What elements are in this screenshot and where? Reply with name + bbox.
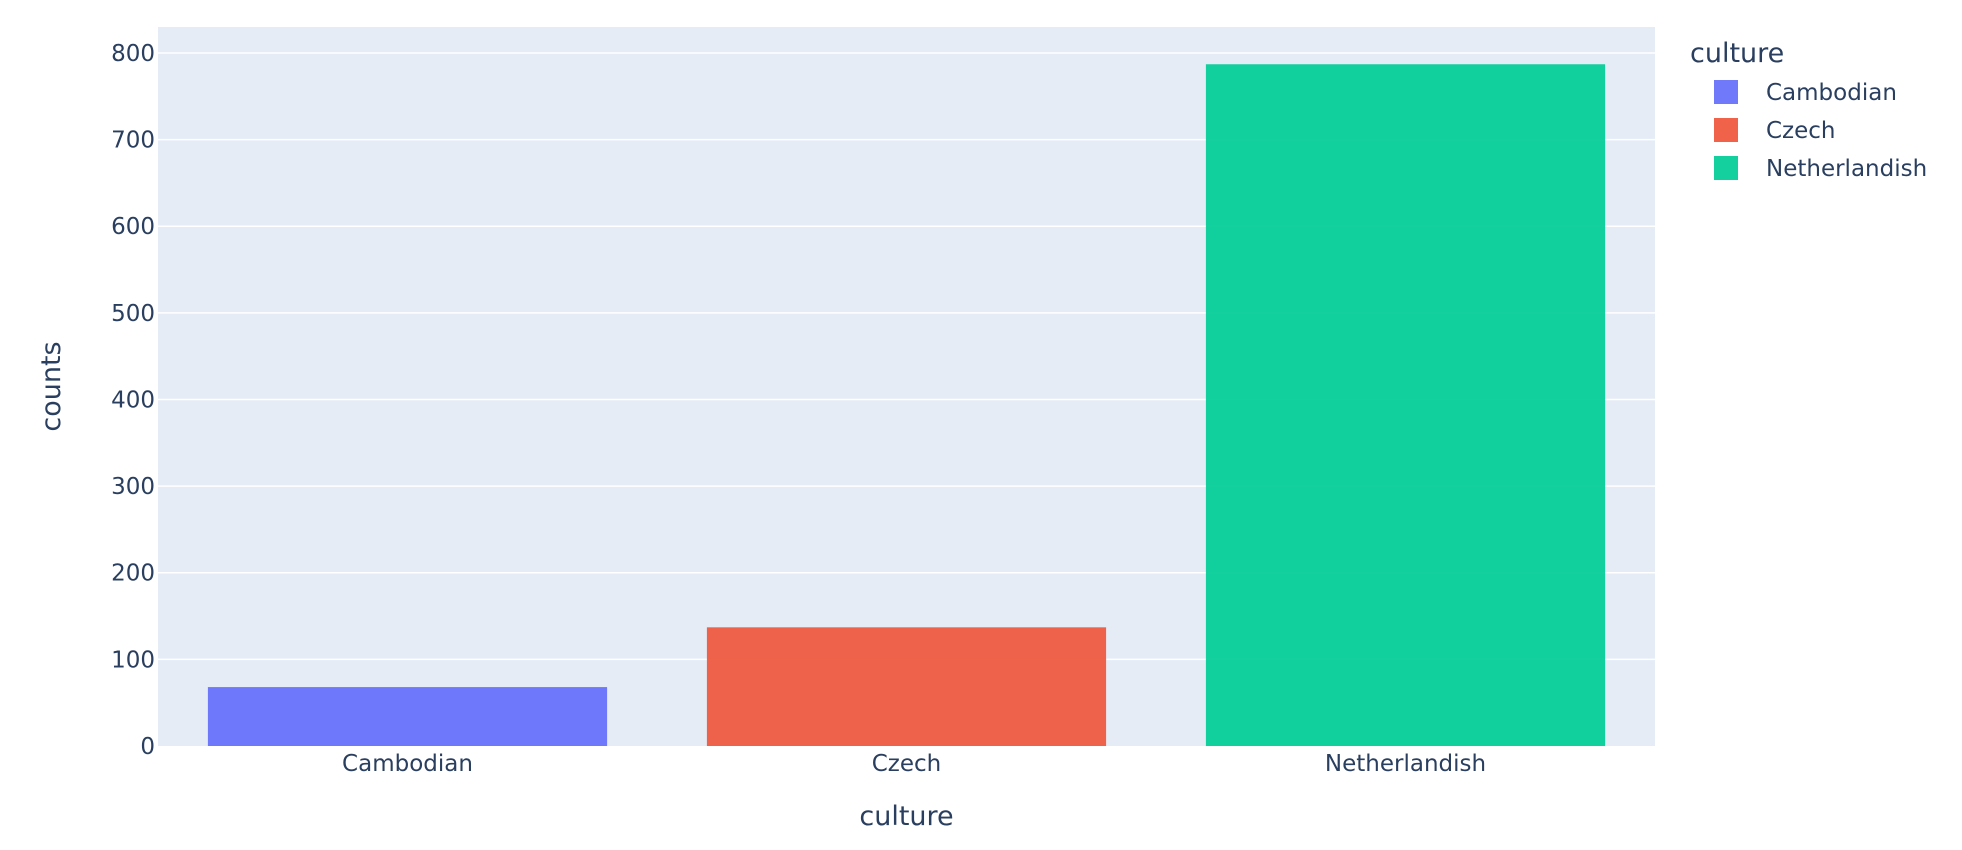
legend-items[interactable]: Cambodian Czech Netherlandish [1714, 80, 1927, 182]
y-tick-label: 600 [111, 214, 155, 240]
legend-label: Cambodian [1766, 80, 1897, 106]
bar-czech[interactable] [706, 627, 1107, 746]
y-tick-label: 200 [111, 561, 155, 587]
y-axis-title: counts [36, 341, 67, 431]
legend-label: Czech [1766, 118, 1836, 144]
x-tick-label: Cambodian [342, 751, 473, 777]
y-tick-label: 400 [111, 387, 155, 413]
y-tick-label: 100 [111, 647, 155, 673]
legend[interactable]: culture Cambodian Czech Netherlandish [1690, 38, 1927, 182]
y-tick-label: 300 [111, 474, 155, 500]
legend-item-netherlandish[interactable]: Netherlandish [1714, 156, 1927, 182]
y-tick-label: 700 [111, 128, 155, 154]
x-tick-label: Czech [872, 751, 942, 777]
legend-swatch [1714, 118, 1738, 142]
x-axis-ticks: Cambodian Czech Netherlandish [342, 751, 1486, 777]
legend-swatch [1714, 156, 1738, 180]
y-axis-ticks: 0 100 200 300 400 500 600 700 800 [111, 41, 155, 760]
y-tick-label: 500 [111, 301, 155, 327]
bar-netherlandish[interactable] [1205, 64, 1606, 747]
y-tick-label: 800 [111, 41, 155, 67]
x-axis-title: culture [859, 801, 953, 832]
y-tick-label: 0 [140, 734, 155, 760]
bars [207, 64, 1606, 747]
legend-label: Netherlandish [1766, 156, 1927, 182]
legend-title: culture [1690, 38, 1784, 69]
x-tick-label: Netherlandish [1325, 751, 1486, 777]
legend-item-czech[interactable]: Czech [1714, 118, 1836, 144]
bar-cambodian[interactable] [207, 687, 608, 746]
legend-swatch [1714, 80, 1738, 104]
legend-item-cambodian[interactable]: Cambodian [1714, 80, 1897, 106]
